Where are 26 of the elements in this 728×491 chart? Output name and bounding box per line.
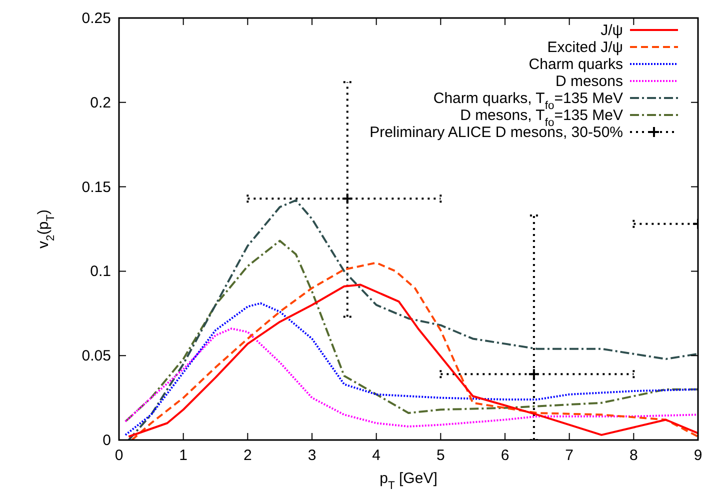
x-tick-label: 9 — [694, 447, 702, 464]
y-tick-label: 0.25 — [82, 10, 111, 27]
line-series — [128, 199, 698, 440]
legend-label: Excited J/ψ — [547, 39, 623, 56]
x-tick-label: 2 — [243, 447, 252, 464]
point — [341, 192, 354, 205]
legend-label: J/ψ — [600, 22, 623, 39]
x-tick-label: 0 — [114, 447, 124, 464]
legend-label: D mesons — [555, 73, 623, 90]
x-tick-label: 3 — [308, 447, 316, 464]
legend-label: Charm quarks — [528, 56, 623, 73]
y-tick-label: 0 — [102, 432, 111, 449]
y-tick-label: 0.15 — [82, 178, 111, 196]
x-axis-title: p$_{T}$ [GeV] — [380, 470, 438, 491]
line-series — [124, 240, 698, 422]
x-tick-label: 5 — [436, 447, 445, 464]
x-tick-label: 4 — [372, 447, 381, 464]
x-tick-label: 1 — [179, 447, 188, 464]
point — [528, 368, 540, 380]
x-tick-label: 7 — [565, 447, 574, 464]
y-tick-label: 0.1 — [90, 263, 111, 280]
y-tick-label: 0.2 — [90, 94, 111, 112]
x-tick-label: 6 — [500, 447, 510, 464]
y-tick-label: 0.05 — [82, 348, 111, 365]
x-tick-label: 8 — [629, 447, 638, 464]
line-series — [124, 328, 698, 428]
